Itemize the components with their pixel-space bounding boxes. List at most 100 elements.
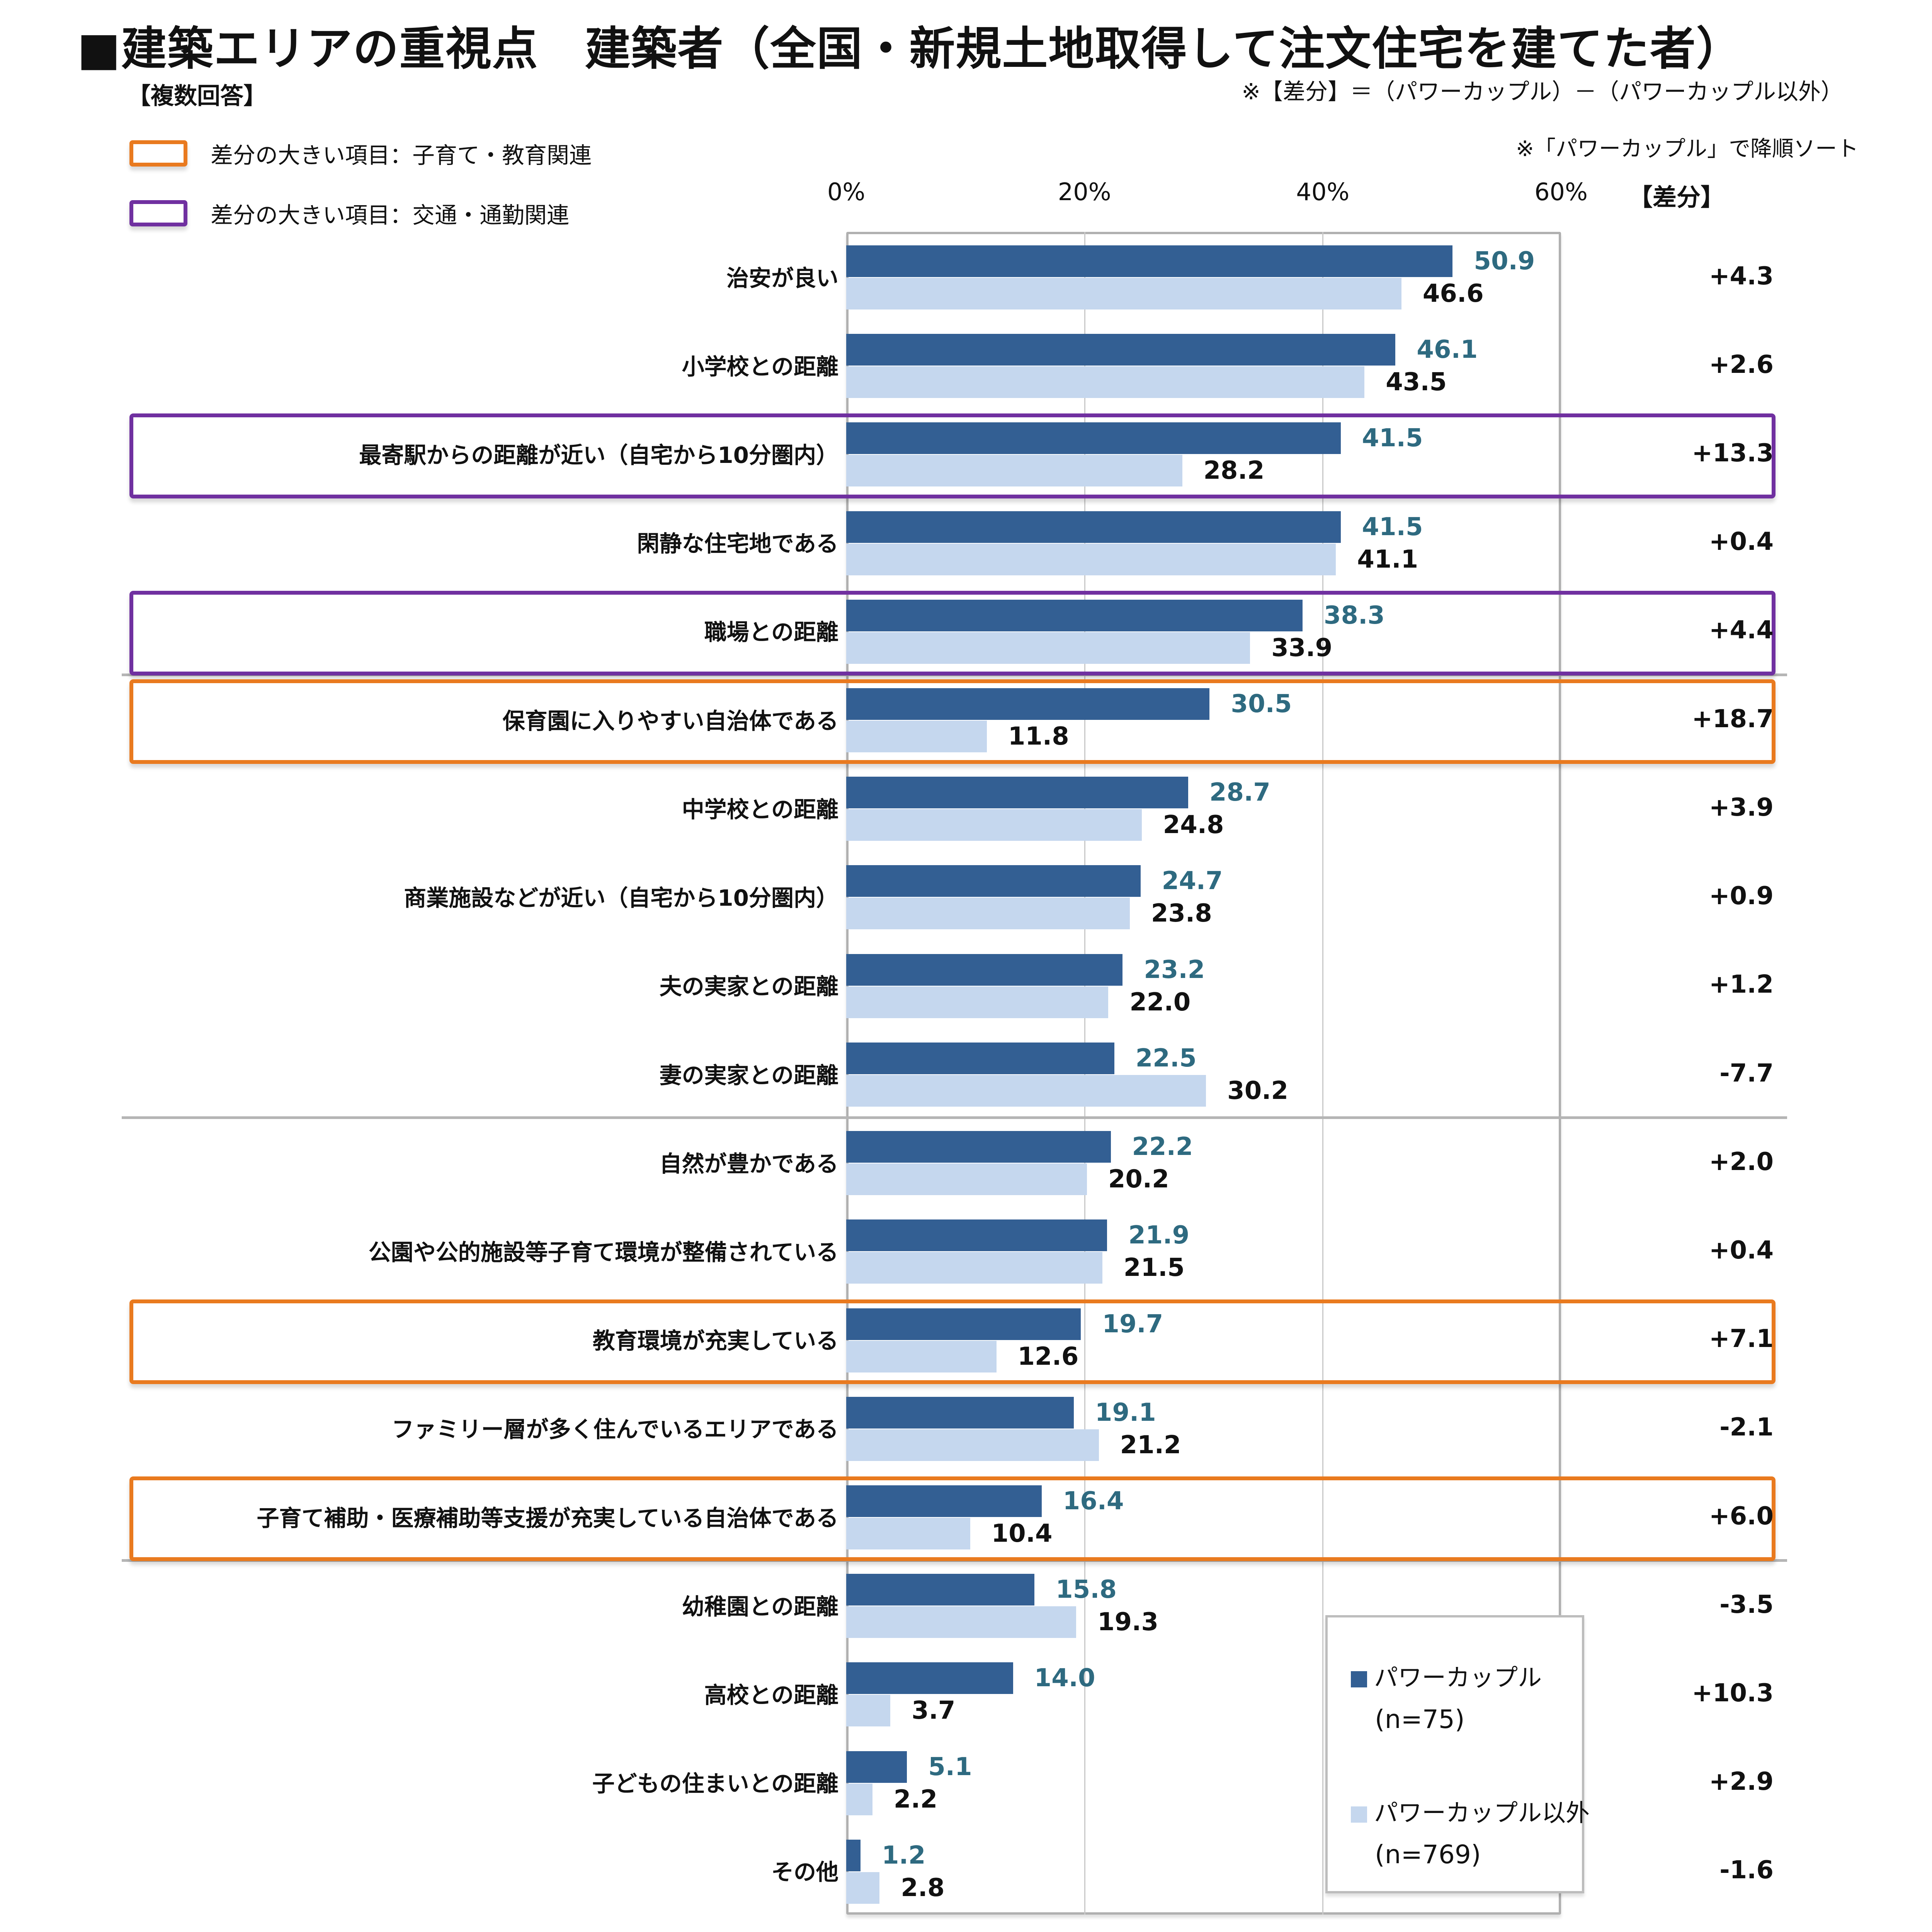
- data-label: 2.8: [901, 1873, 945, 1902]
- data-label: 21.9: [1128, 1221, 1190, 1250]
- legend-item-power-couple: パワーカップル: [1351, 1658, 1542, 1693]
- diff-value: +1.2: [1709, 970, 1774, 999]
- diff-value: +13.3: [1692, 439, 1774, 468]
- data-label: 41.1: [1357, 545, 1418, 574]
- data-label: 30.5: [1231, 690, 1292, 719]
- bar-power-couple: [846, 422, 1341, 454]
- bar-non-power-couple: [846, 1252, 1102, 1284]
- x-tick-label: 20%: [1058, 178, 1111, 206]
- data-label: 14.0: [1034, 1664, 1095, 1693]
- bar-non-power-couple: [846, 1517, 970, 1549]
- category-label: 公園や公的施設等子育て環境が整備されている: [368, 1239, 838, 1265]
- bar-power-couple: [846, 599, 1303, 631]
- category-label: 閑静な住宅地である: [637, 531, 838, 557]
- purple-box-swatch-icon: [129, 200, 187, 226]
- data-label: 30.2: [1227, 1076, 1289, 1105]
- bar-power-couple: [846, 1042, 1114, 1074]
- bar-power-couple: [846, 511, 1341, 543]
- category-label: 妻の実家との距離: [659, 1062, 838, 1088]
- diff-definition-note: ※【差分】＝（パワーカップル）－（パワーカップル以外）: [1242, 78, 1843, 105]
- legend-n: (n=769): [1375, 1840, 1481, 1869]
- data-label: 38.3: [1323, 601, 1385, 630]
- bar-non-power-couple: [846, 1606, 1077, 1638]
- bar-non-power-couple: [846, 1872, 880, 1904]
- category-label: 最寄駅からの距離が近い（自宅から10分圏内）: [359, 442, 838, 469]
- data-label: 15.8: [1056, 1575, 1117, 1604]
- legend-swatch-icon: [1351, 1806, 1367, 1823]
- bar-non-power-couple: [846, 455, 1182, 487]
- orange-box-swatch-icon: [129, 140, 187, 167]
- data-label: 28.7: [1209, 778, 1270, 807]
- bar-non-power-couple: [846, 721, 987, 753]
- bar-non-power-couple: [846, 1340, 997, 1372]
- data-label: 19.7: [1102, 1310, 1163, 1338]
- highlight-box: [129, 679, 1776, 764]
- data-label: 41.5: [1362, 424, 1423, 453]
- data-label: 1.2: [882, 1841, 926, 1870]
- legend-n: (n=75): [1375, 1704, 1465, 1734]
- diff-value: -7.7: [1719, 1059, 1774, 1088]
- category-label: 夫の実家との距離: [659, 973, 838, 1000]
- bar-non-power-couple: [846, 1429, 1099, 1461]
- category-label: ファミリー層が多く住んでいるエリアである: [391, 1416, 838, 1443]
- bar-non-power-couple: [846, 366, 1365, 398]
- bar-non-power-couple: [846, 986, 1109, 1018]
- gridline: [1322, 232, 1324, 1915]
- diff-value: -2.1: [1719, 1413, 1774, 1442]
- highlight-box: [129, 1476, 1776, 1561]
- category-label: 自然が豊かである: [659, 1150, 838, 1177]
- category-label: 教育環境が充実している: [592, 1328, 838, 1354]
- legend-label: パワーカップル以外: [1374, 1799, 1590, 1827]
- bar-power-couple: [846, 1308, 1081, 1340]
- diff-value: +6.0: [1709, 1502, 1774, 1531]
- bar-power-couple: [846, 245, 1453, 277]
- bar-non-power-couple: [846, 809, 1142, 841]
- data-label: 22.5: [1135, 1044, 1197, 1073]
- highlight-legend-childcare: 差分の大きい項目：子育て・教育関連: [129, 137, 592, 170]
- data-label: 41.5: [1362, 512, 1423, 541]
- bar-non-power-couple: [846, 278, 1401, 310]
- bar-power-couple: [846, 1485, 1042, 1517]
- diff-value: +2.9: [1709, 1767, 1774, 1796]
- x-tick-label: 60%: [1534, 178, 1588, 206]
- bar-non-power-couple: [846, 1163, 1087, 1196]
- category-label: 治安が良い: [726, 265, 838, 291]
- bar-non-power-couple: [846, 632, 1250, 664]
- category-label: 中学校との距離: [682, 796, 838, 823]
- data-label: 11.8: [1008, 722, 1069, 751]
- legend-label: パワーカップル: [1374, 1663, 1542, 1692]
- bar-power-couple: [846, 954, 1123, 986]
- diff-value: -3.5: [1719, 1590, 1774, 1619]
- diff-value: +18.7: [1692, 704, 1774, 733]
- data-label: 33.9: [1271, 633, 1333, 662]
- bar-power-couple: [846, 688, 1210, 720]
- data-label: 19.1: [1095, 1398, 1156, 1427]
- category-label: 子どもの住まいとの距離: [592, 1770, 838, 1797]
- bar-non-power-couple: [846, 1783, 872, 1815]
- highlight-legend-label: 差分の大きい項目：子育て・教育関連: [211, 142, 592, 168]
- data-label: 43.5: [1386, 368, 1447, 397]
- category-label: 保育園に入りやすい自治体である: [502, 707, 838, 734]
- data-label: 50.9: [1474, 247, 1535, 276]
- bar-power-couple: [846, 865, 1141, 897]
- x-tick-label: 40%: [1296, 178, 1350, 206]
- diff-value: +0.9: [1709, 882, 1774, 911]
- diff-value: -1.6: [1719, 1856, 1774, 1885]
- highlight-box: [129, 590, 1776, 676]
- bar-power-couple: [846, 777, 1188, 809]
- data-label: 28.2: [1203, 456, 1265, 485]
- x-tick-label: 0%: [827, 178, 866, 206]
- bar-non-power-couple: [846, 898, 1130, 930]
- bar-non-power-couple: [846, 543, 1336, 575]
- data-label: 12.6: [1017, 1342, 1079, 1371]
- category-label: その他: [771, 1859, 838, 1886]
- multi-answer-note: 【複数回答】: [128, 83, 267, 110]
- category-label: 商業施設などが近い（自宅から10分圏内）: [404, 885, 838, 912]
- diff-value: +3.9: [1709, 793, 1774, 822]
- category-label: 小学校との距離: [682, 353, 838, 380]
- data-label: 46.6: [1422, 279, 1484, 308]
- diff-value: +2.0: [1709, 1147, 1774, 1176]
- bar-power-couple: [846, 1751, 907, 1783]
- bar-power-couple: [846, 1574, 1035, 1606]
- diff-value: +0.4: [1709, 527, 1774, 556]
